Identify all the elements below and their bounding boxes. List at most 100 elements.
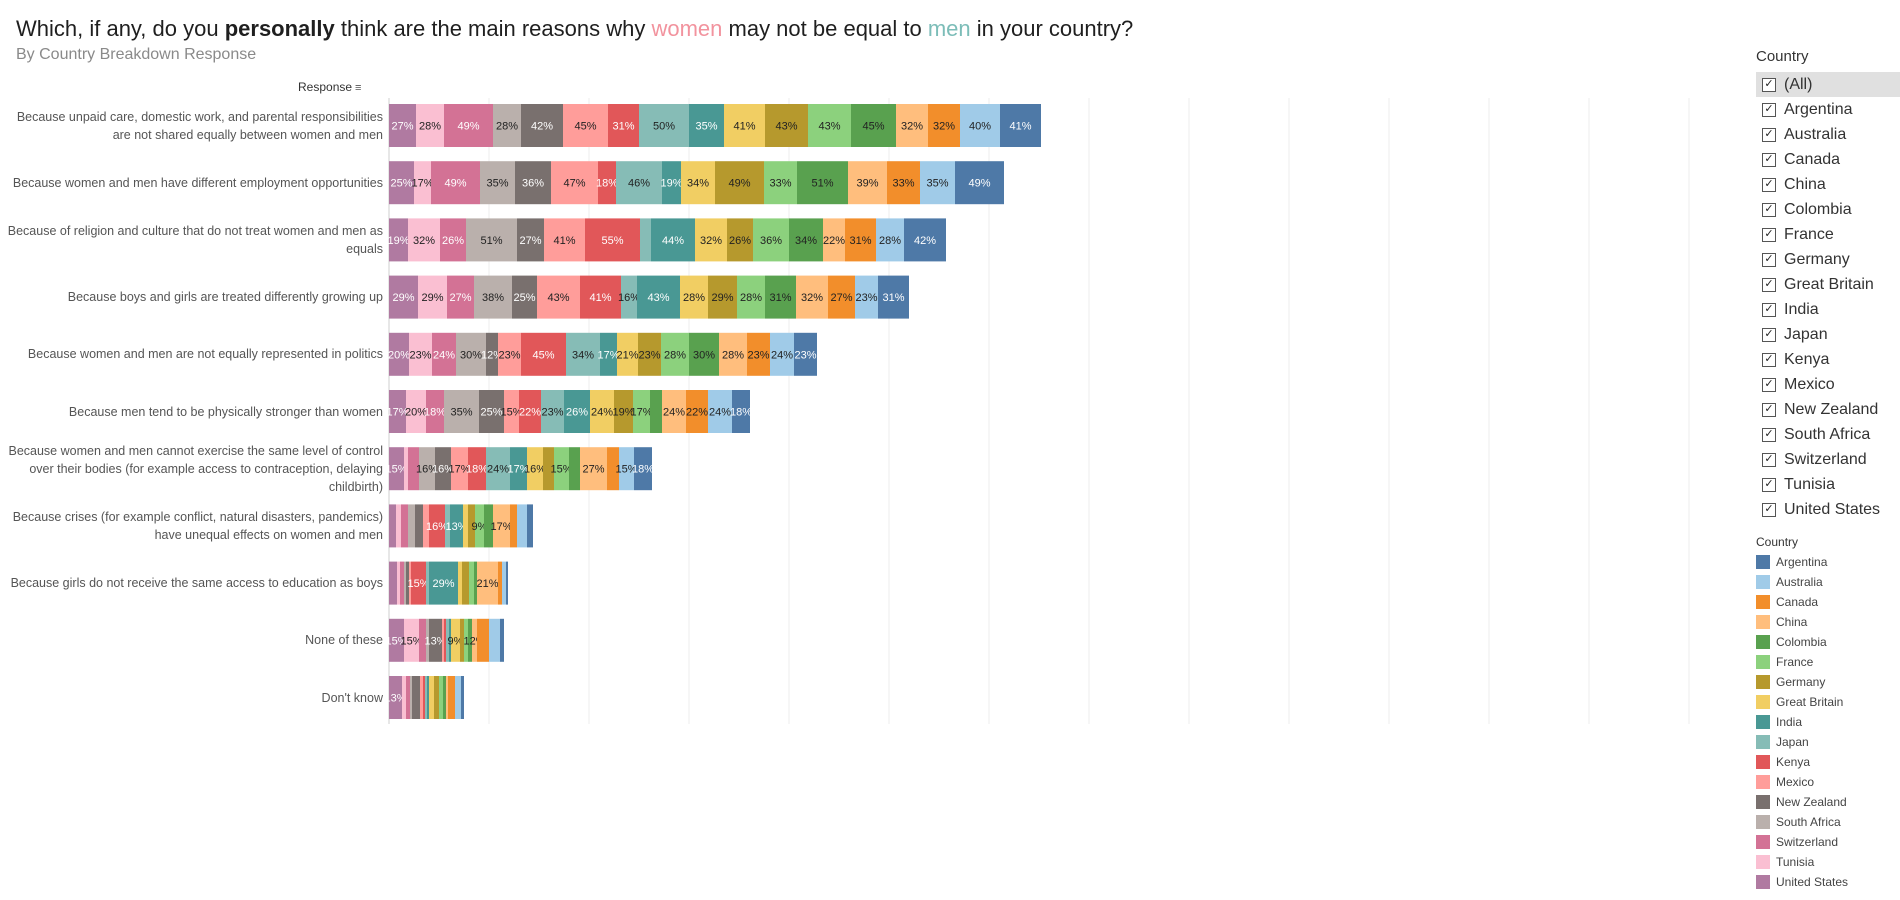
bar-segment[interactable]: [828, 275, 855, 319]
bar-segment[interactable]: [640, 218, 651, 262]
bar-segment[interactable]: [504, 390, 519, 433]
bar-segment[interactable]: [406, 676, 410, 719]
bar-segment[interactable]: [429, 561, 458, 605]
bar-segment[interactable]: [432, 332, 456, 376]
bar-segment[interactable]: [896, 104, 928, 147]
country-filter-item[interactable]: ✓ Switzerland: [1756, 447, 1900, 472]
country-filter-item[interactable]: ✓ (All): [1756, 72, 1900, 97]
bar-segment[interactable]: [493, 504, 510, 548]
bar-segment[interactable]: [408, 218, 440, 262]
bar-segment[interactable]: [426, 561, 429, 605]
checkbox-checked-icon[interactable]: ✓: [1762, 502, 1776, 517]
bar-segment[interactable]: [468, 504, 475, 548]
bar-segment[interactable]: [598, 161, 616, 205]
bar-segment[interactable]: [469, 561, 474, 605]
bar-segment[interactable]: [621, 275, 637, 319]
bar-segment[interactable]: [416, 104, 444, 147]
bar-segment[interactable]: [450, 504, 463, 548]
bar-segment[interactable]: [484, 504, 493, 548]
bar-segment[interactable]: [415, 504, 423, 548]
bar-segment[interactable]: [444, 104, 493, 147]
checkbox-checked-icon[interactable]: ✓: [1762, 77, 1776, 92]
bar-segment[interactable]: [426, 618, 429, 662]
bar-segment[interactable]: [517, 504, 527, 548]
bar-segment[interactable]: [439, 676, 443, 719]
bar-segment[interactable]: [904, 218, 946, 262]
bar-segment[interactable]: [527, 447, 543, 491]
bar-segment[interactable]: [662, 161, 681, 205]
bar-segment[interactable]: [404, 561, 406, 605]
bar-segment[interactable]: [466, 218, 517, 262]
bar-segment[interactable]: [737, 275, 765, 319]
bar-segment[interactable]: [389, 161, 414, 205]
bar-segment[interactable]: [960, 104, 1000, 147]
checkbox-checked-icon[interactable]: ✓: [1762, 302, 1776, 317]
country-filter-item[interactable]: ✓ United States: [1756, 497, 1900, 522]
bar-segment[interactable]: [404, 618, 419, 662]
bar-segment[interactable]: [651, 218, 695, 262]
country-filter-item[interactable]: ✓ Germany: [1756, 247, 1900, 272]
bar-segment[interactable]: [747, 332, 770, 376]
bar-segment[interactable]: [661, 332, 689, 376]
bar-segment[interactable]: [451, 618, 460, 662]
bar-segment[interactable]: [517, 218, 544, 262]
bar-segment[interactable]: [429, 618, 442, 662]
bar-segment[interactable]: [607, 447, 619, 491]
checkbox-checked-icon[interactable]: ✓: [1762, 327, 1776, 342]
checkbox-checked-icon[interactable]: ✓: [1762, 152, 1776, 167]
bar-segment[interactable]: [493, 104, 521, 147]
bar-segment[interactable]: [468, 618, 472, 662]
bar-segment[interactable]: [406, 390, 426, 433]
legend-item[interactable]: Germany: [1756, 672, 1848, 692]
bar-segment[interactable]: [489, 618, 500, 662]
bar-segment[interactable]: [537, 275, 580, 319]
bar-segment[interactable]: [510, 504, 517, 548]
bar-segment[interactable]: [764, 161, 797, 205]
sort-descending-icon[interactable]: ≡: [355, 82, 362, 94]
bar-segment[interactable]: [519, 390, 541, 433]
legend-item[interactable]: South Africa: [1756, 812, 1848, 832]
bar-segment[interactable]: [765, 104, 808, 147]
bar-segment[interactable]: [401, 504, 408, 548]
legend-item[interactable]: China: [1756, 612, 1848, 632]
bar-segment[interactable]: [878, 275, 909, 319]
bar-segment[interactable]: [418, 275, 447, 319]
checkbox-checked-icon[interactable]: ✓: [1762, 452, 1776, 467]
legend-item[interactable]: Argentina: [1756, 552, 1848, 572]
bar-segment[interactable]: [928, 104, 960, 147]
bar-segment[interactable]: [479, 390, 504, 433]
bar-segment[interactable]: [423, 504, 429, 548]
bar-segment[interactable]: [708, 275, 737, 319]
bar-segment[interactable]: [564, 390, 590, 433]
bar-segment[interactable]: [794, 332, 817, 376]
checkbox-checked-icon[interactable]: ✓: [1762, 352, 1776, 367]
bar-segment[interactable]: [474, 561, 477, 605]
bar-segment[interactable]: [1000, 104, 1041, 147]
bar-segment[interactable]: [463, 504, 468, 548]
bar-segment[interactable]: [616, 161, 662, 205]
bar-segment[interactable]: [855, 275, 878, 319]
bar-segment[interactable]: [955, 161, 1004, 205]
bar-segment[interactable]: [406, 561, 409, 605]
bar-segment[interactable]: [650, 390, 662, 433]
bar-segment[interactable]: [845, 218, 876, 262]
bar-segment[interactable]: [617, 332, 638, 376]
bar-segment[interactable]: [521, 332, 566, 376]
bar-segment[interactable]: [389, 447, 404, 491]
legend-item[interactable]: Mexico: [1756, 772, 1848, 792]
bar-segment[interactable]: [426, 390, 444, 433]
bar-segment[interactable]: [434, 676, 439, 719]
legend-item[interactable]: United States: [1756, 872, 1848, 892]
legend-item[interactable]: New Zealand: [1756, 792, 1848, 812]
bar-segment[interactable]: [920, 161, 955, 205]
bar-segment[interactable]: [461, 676, 464, 719]
checkbox-checked-icon[interactable]: ✓: [1762, 227, 1776, 242]
bar-segment[interactable]: [468, 447, 486, 491]
bar-segment[interactable]: [662, 390, 686, 433]
response-column-header[interactable]: Response ≡: [298, 80, 362, 94]
bar-segment[interactable]: [425, 676, 427, 719]
checkbox-checked-icon[interactable]: ✓: [1762, 477, 1776, 492]
bar-segment[interactable]: [429, 504, 445, 548]
legend-item[interactable]: Canada: [1756, 592, 1848, 612]
country-filter-item[interactable]: ✓ Japan: [1756, 322, 1900, 347]
